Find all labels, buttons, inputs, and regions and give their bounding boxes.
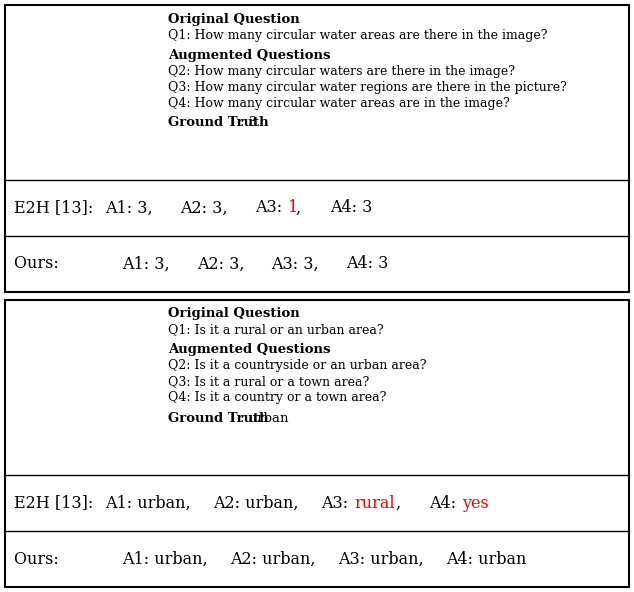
Text: 1: 1: [288, 200, 299, 217]
Text: A4: 3: A4: 3: [346, 256, 389, 272]
Text: Augmented Questions: Augmented Questions: [168, 49, 330, 62]
Text: Ours:: Ours:: [14, 256, 100, 272]
Text: Ground Truth: Ground Truth: [168, 117, 269, 130]
Text: A1: 3,: A1: 3,: [122, 256, 185, 272]
Text: A3: 3,: A3: 3,: [271, 256, 335, 272]
Text: A3:: A3:: [321, 494, 354, 511]
Text: A4: 3: A4: 3: [330, 200, 372, 217]
Text: A2: 3,: A2: 3,: [197, 256, 259, 272]
Text: A1: 3,: A1: 3,: [105, 200, 169, 217]
Text: Q2: How many circular waters are there in the image?: Q2: How many circular waters are there i…: [168, 65, 515, 78]
Text: A2: urban,: A2: urban,: [213, 494, 314, 511]
Text: rural: rural: [354, 494, 395, 511]
Text: A2: urban,: A2: urban,: [230, 551, 331, 568]
Text: Q1: Is it a rural or an urban area?: Q1: Is it a rural or an urban area?: [168, 323, 384, 336]
Text: A4: urban: A4: urban: [446, 551, 526, 568]
Text: Q2: Is it a countryside or an urban area?: Q2: Is it a countryside or an urban area…: [168, 359, 427, 372]
Text: A1: urban,: A1: urban,: [122, 551, 223, 568]
Text: : urban: : urban: [240, 411, 288, 424]
Text: A3:: A3:: [255, 200, 287, 217]
Text: Q1: How many circular water areas are there in the image?: Q1: How many circular water areas are th…: [168, 28, 548, 41]
Text: A3: urban,: A3: urban,: [338, 551, 439, 568]
Text: : 3: : 3: [240, 117, 257, 130]
Text: E2H [13]:: E2H [13]:: [14, 494, 103, 511]
Text: A2: 3,: A2: 3,: [180, 200, 243, 217]
Text: Original Question: Original Question: [168, 12, 300, 25]
Text: Q4: How many circular water areas are in the image?: Q4: How many circular water areas are in…: [168, 96, 510, 110]
Text: Original Question: Original Question: [168, 307, 300, 320]
Text: Q4: Is it a country or a town area?: Q4: Is it a country or a town area?: [168, 391, 386, 404]
Text: Q3: How many circular water regions are there in the picture?: Q3: How many circular water regions are …: [168, 81, 567, 94]
Text: yes: yes: [462, 494, 489, 511]
Text: Ground Truth: Ground Truth: [168, 411, 269, 424]
Text: ,: ,: [396, 494, 417, 511]
Text: A4:: A4:: [429, 494, 462, 511]
Text: E2H [13]:: E2H [13]:: [14, 200, 103, 217]
Text: A1: urban,: A1: urban,: [105, 494, 206, 511]
Text: ,: ,: [296, 200, 317, 217]
Text: Q3: Is it a rural or a town area?: Q3: Is it a rural or a town area?: [168, 375, 369, 388]
Text: Ours:: Ours:: [14, 551, 100, 568]
Text: Augmented Questions: Augmented Questions: [168, 343, 330, 356]
